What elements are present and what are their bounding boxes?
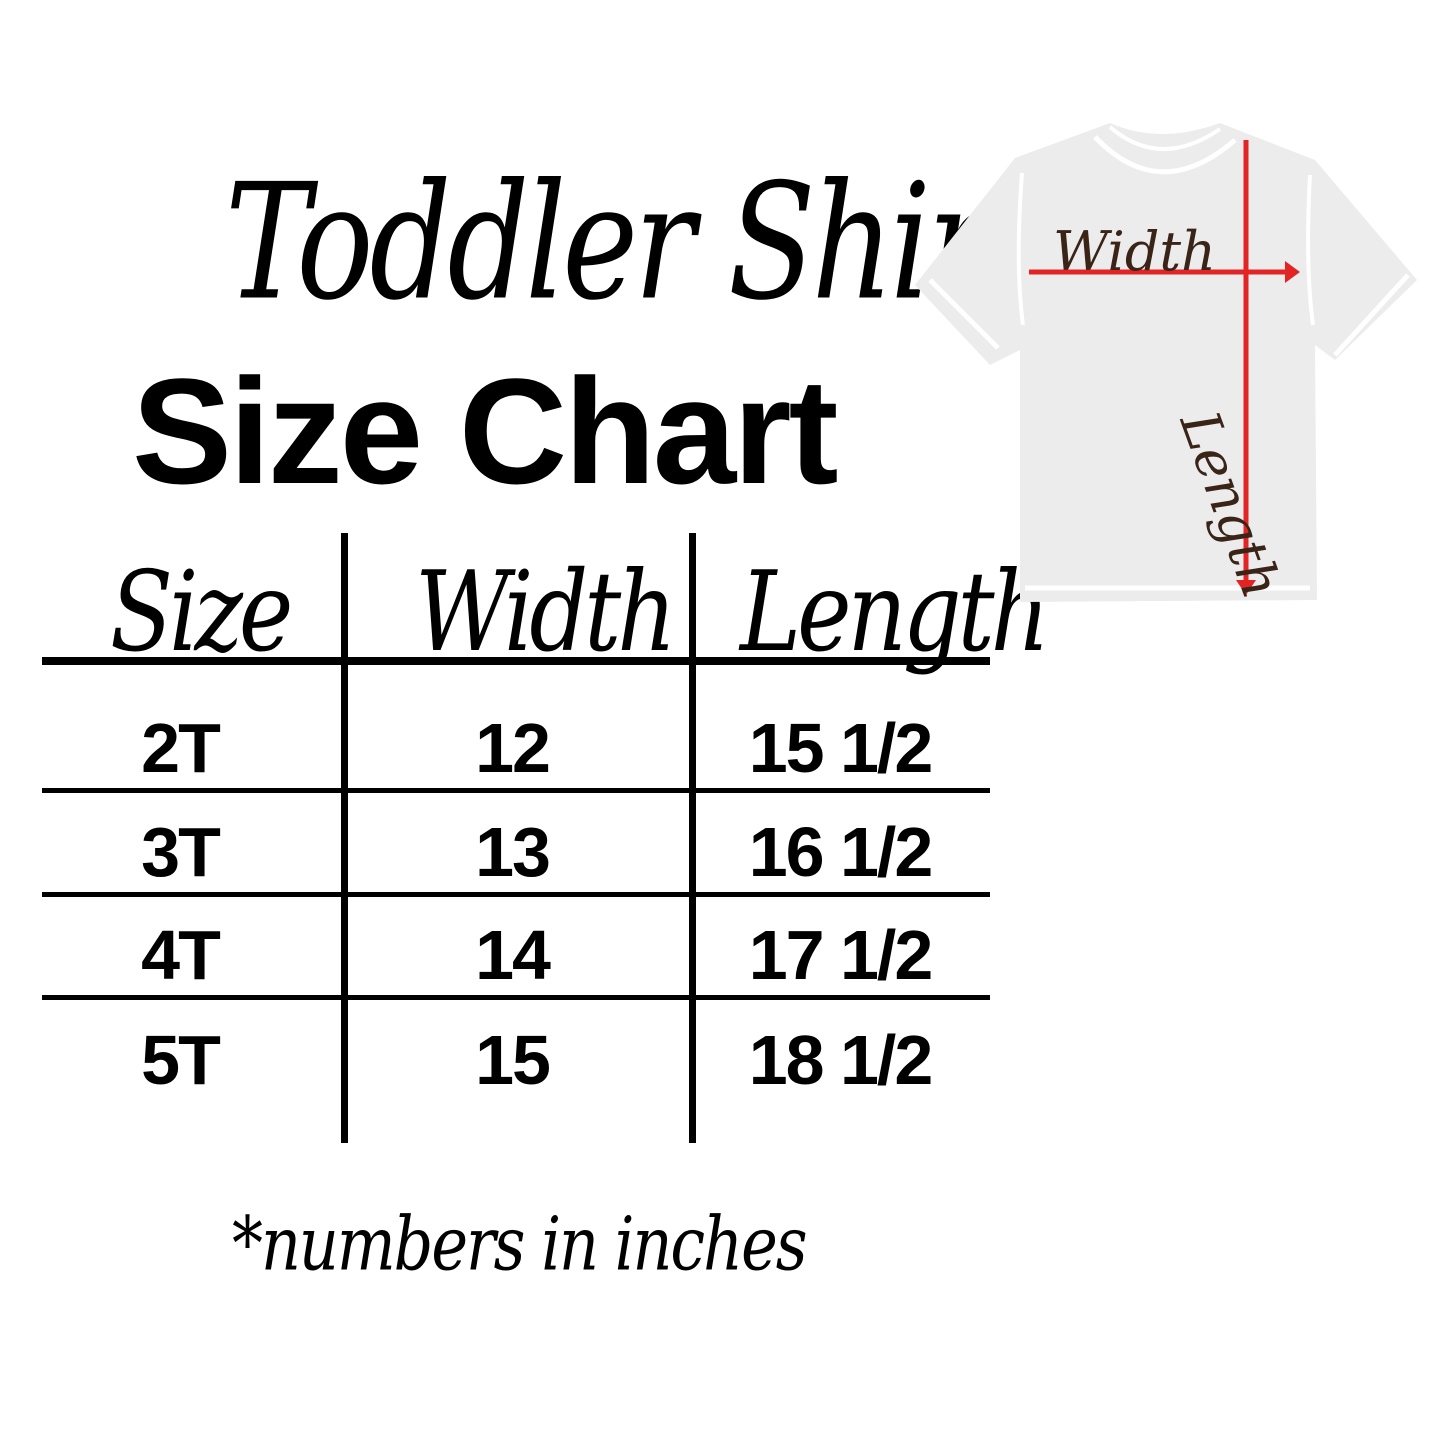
page-title: Size Chart xyxy=(132,347,839,515)
row-divider xyxy=(42,995,990,1000)
cell-size: 5T xyxy=(141,1021,221,1099)
width-label: Width xyxy=(1053,220,1216,283)
header-length: Length xyxy=(740,548,1050,677)
row-divider xyxy=(42,892,990,897)
cell-length: 16 1/2 xyxy=(748,813,934,891)
shirt-diagram: Width Length xyxy=(915,123,1417,606)
header-size: Size xyxy=(110,548,293,677)
column-divider xyxy=(341,533,348,1143)
cell-length: 17 1/2 xyxy=(748,916,934,994)
cell-length: 18 1/2 xyxy=(748,1021,934,1099)
cell-width: 15 xyxy=(475,1021,551,1099)
cell-size: 4T xyxy=(141,916,221,994)
column-divider xyxy=(689,533,696,1143)
cell-width: 14 xyxy=(475,916,551,994)
arrow-head-icon xyxy=(1236,580,1256,595)
cell-size: 2T xyxy=(141,709,221,787)
title-script: Toddler Shirt xyxy=(225,150,1036,337)
cell-size: 3T xyxy=(141,813,221,891)
header-divider xyxy=(42,657,990,665)
cell-length: 15 1/2 xyxy=(748,709,934,787)
footnote: *numbers in inches xyxy=(232,1200,808,1288)
header-width: Width xyxy=(415,548,676,677)
shirt-icon xyxy=(915,123,1417,602)
cell-width: 13 xyxy=(475,813,551,891)
row-divider xyxy=(42,788,990,793)
arrow-head-icon xyxy=(1285,261,1300,283)
cell-width: 12 xyxy=(475,709,551,787)
